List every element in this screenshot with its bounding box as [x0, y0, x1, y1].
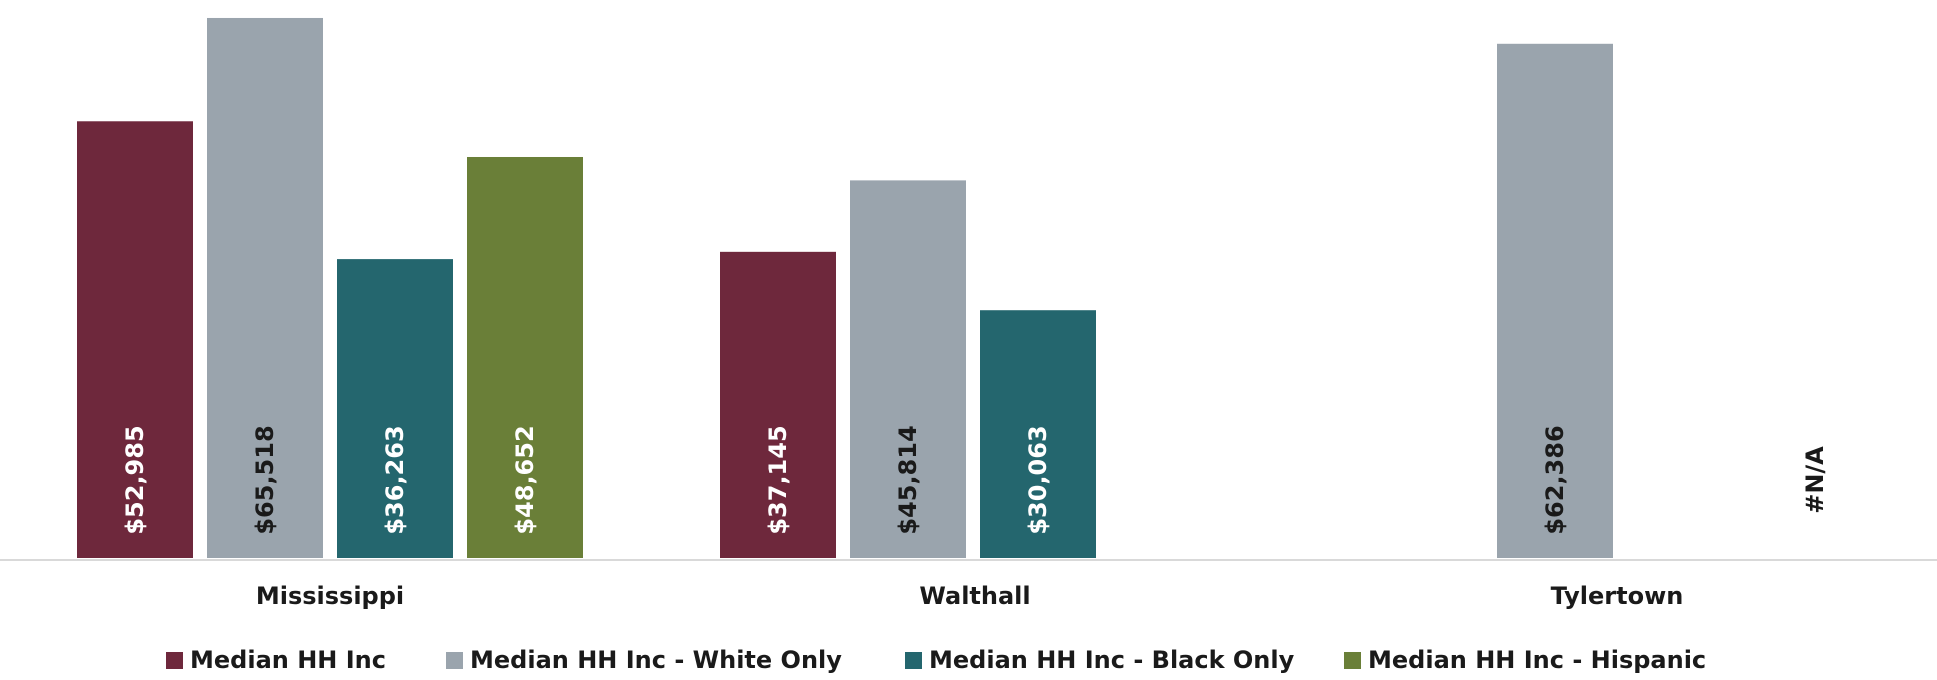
bar-0-1 [207, 17, 323, 559]
legend-label-1: Median HH Inc - White Only [470, 646, 842, 674]
data-labels-layer: $52,985 $65,518 $36,263 $48,652 $37,145 $45,8… [121, 425, 1829, 534]
bars-layer [77, 17, 1613, 559]
data-label-1-1: $45,814 [894, 425, 922, 534]
legend-label-3: Median HH Inc - Hispanic [1368, 646, 1706, 674]
data-label-1-0: $37,145 [764, 425, 792, 534]
data-label-0-1: $65,518 [251, 425, 279, 534]
data-label-0-2: $36,263 [381, 425, 409, 534]
legend-label-0: Median HH Inc [190, 646, 386, 674]
bar-0-2 [337, 259, 453, 558]
category-label-1: Walthall [919, 582, 1030, 610]
category-label-2: Tylertown [1551, 582, 1684, 610]
bar-2-1 [1497, 43, 1613, 558]
data-label-2-1: $62,386 [1541, 425, 1569, 534]
bar-0-3 [467, 156, 583, 559]
data-label-0-3: $48,652 [511, 425, 539, 534]
legend: Median HH Inc Median HH Inc - White Only M… [166, 646, 1706, 674]
legend-label-2: Median HH Inc - Black Only [929, 646, 1295, 674]
category-label-0: Mississippi [256, 582, 404, 610]
bar-1-0 [720, 251, 836, 558]
legend-swatch-2 [905, 652, 922, 669]
bar-1-2 [980, 310, 1096, 558]
data-label-1-2: $30,063 [1024, 425, 1052, 534]
category-labels-layer: Mississippi Walthall Tylertown [256, 582, 1684, 610]
legend-swatch-1 [446, 652, 463, 669]
bar-1-1 [850, 180, 966, 558]
data-label-0-0: $52,985 [121, 425, 149, 534]
legend-swatch-3 [1344, 652, 1361, 669]
bar-0-0 [77, 121, 193, 559]
legend-swatch-0 [166, 652, 183, 669]
data-label-2-3: #N/A [1801, 446, 1829, 514]
